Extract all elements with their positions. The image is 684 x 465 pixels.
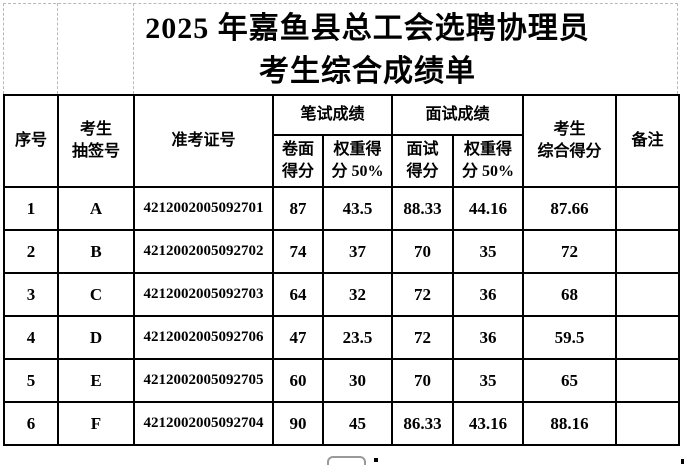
cell-total-score: 59.5 [522,315,618,360]
cursor-dot [374,458,378,462]
cell-paper-score: 87 [272,186,324,231]
header-note: 备注 [615,94,681,188]
title-line2: 考生综合成绩单 [259,55,476,88]
cell-serial: 6 [3,401,59,446]
table-row: 4 D 4212002005092706 47 23.5 72 36 59.5 [3,315,681,360]
header-serial: 序号 [3,94,59,188]
cell-interview-weighted: 36 [452,315,525,360]
cell-ticket-number: 4212002005092706 [133,315,274,360]
cell-lot-number: F [57,401,135,446]
cell-ticket-number: 4212002005092705 [133,358,274,403]
cell-note [615,358,681,403]
cell-ticket-number: 4212002005092703 [133,272,274,317]
cell-lot-number: D [57,315,135,360]
cell-interview-weighted: 43.16 [452,401,525,446]
cell-written-weighted: 43.5 [321,186,394,231]
gridline-left [3,3,4,94]
cell-paper-score: 60 [272,358,324,403]
cell-lot-number: E [57,358,135,403]
document-title: 2025 年嘉鱼县总工会选聘协理员 考生综合成绩单 [57,7,678,93]
table-row: 5 E 4212002005092705 60 30 70 35 65 [3,358,681,403]
cell-serial: 2 [3,229,59,274]
cell-total-score: 72 [522,229,618,274]
header-lot-number: 考生 抽签号 [57,94,135,188]
cell-interview-score: 72 [391,315,455,360]
cell-paper-score: 90 [272,401,324,446]
cell-interview-score: 88.33 [391,186,455,231]
cell-note [615,272,681,317]
cell-interview-weighted: 44.16 [452,186,525,231]
cell-interview-score: 70 [391,358,455,403]
cell-written-weighted: 32 [321,272,394,317]
cell-interview-weighted: 35 [452,358,525,403]
cell-paper-score: 74 [272,229,324,274]
header-written-group: 笔试成绩 [271,94,394,136]
cell-serial: 1 [3,186,59,231]
cell-paper-score: 64 [272,272,324,317]
cell-written-weighted: 23.5 [321,315,394,360]
cell-ticket-number: 4212002005092704 [133,401,274,446]
edge-dot [681,459,684,464]
cell-total-score: 65 [522,358,618,403]
score-table: 序号 考生 抽签号 准考证号 笔试成绩 面试成绩 考生 综合得分 备注 卷面 得… [3,94,681,446]
cell-interview-score: 70 [391,229,455,274]
cell-written-weighted: 37 [321,229,394,274]
header-paper-score: 卷面 得分 [272,134,324,188]
cell-interview-weighted: 36 [452,272,525,317]
truncated-button[interactable] [327,456,366,465]
gridline-top [3,3,678,4]
cell-lot-number: C [57,272,135,317]
table-row: 2 B 4212002005092702 74 37 70 35 72 [3,229,681,274]
cell-lot-number: A [57,186,135,231]
cell-interview-score: 86.33 [391,401,455,446]
cell-total-score: 88.16 [522,401,618,446]
cell-serial: 3 [3,272,59,317]
cell-interview-score: 72 [391,272,455,317]
cell-serial: 4 [3,315,59,360]
header-interview-group: 面试成绩 [391,94,525,136]
table-row: 6 F 4212002005092704 90 45 86.33 43.16 8… [3,401,681,446]
header-total-score: 考生 综合得分 [522,94,618,188]
cell-ticket-number: 4212002005092702 [133,229,274,274]
cell-written-weighted: 45 [321,401,394,446]
cell-note [615,401,681,446]
header-interview-score: 面试 得分 [391,134,455,188]
cell-lot-number: B [57,229,135,274]
header-written-weight: 权重得 分 50% [321,134,394,188]
cell-ticket-number: 4212002005092701 [133,186,274,231]
cell-serial: 5 [3,358,59,403]
cell-note [615,229,681,274]
cell-note [615,186,681,231]
cell-total-score: 68 [522,272,618,317]
table-row: 3 C 4212002005092703 64 32 72 36 68 [3,272,681,317]
cell-paper-score: 47 [272,315,324,360]
cell-note [615,315,681,360]
title-line1: 2025 年嘉鱼县总工会选聘协理员 [145,12,590,45]
header-ticket-number: 准考证号 [133,94,274,188]
cell-interview-weighted: 35 [452,229,525,274]
header-interview-weight: 权重得 分 50% [452,134,525,188]
cell-total-score: 87.66 [522,186,618,231]
cell-written-weighted: 30 [321,358,394,403]
table-row: 1 A 4212002005092701 87 43.5 88.33 44.16… [3,186,681,231]
